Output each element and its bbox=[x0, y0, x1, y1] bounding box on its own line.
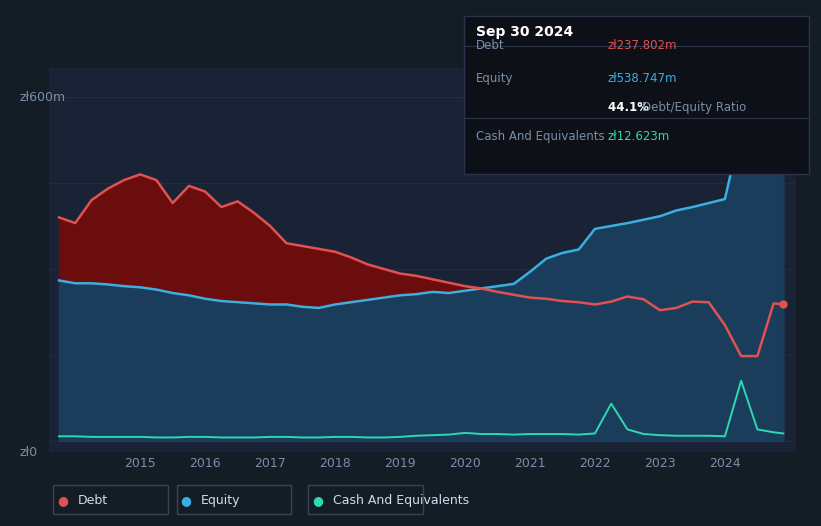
Text: zł0: zł0 bbox=[20, 446, 38, 459]
Text: zł600m: zł600m bbox=[20, 90, 66, 104]
Text: Equity: Equity bbox=[476, 72, 514, 85]
Text: ●: ● bbox=[57, 494, 68, 507]
Text: Cash And Equivalents: Cash And Equivalents bbox=[333, 494, 469, 507]
Text: ●: ● bbox=[181, 494, 191, 507]
Text: zł538.747m: zł538.747m bbox=[608, 72, 677, 85]
Text: Cash And Equivalents: Cash And Equivalents bbox=[476, 130, 605, 143]
Text: ●: ● bbox=[312, 494, 323, 507]
Text: Debt: Debt bbox=[476, 39, 505, 52]
Text: Debt: Debt bbox=[78, 494, 108, 507]
Text: zł12.623m: zł12.623m bbox=[608, 130, 670, 143]
Text: Sep 30 2024: Sep 30 2024 bbox=[476, 25, 573, 39]
Text: 44.1%: 44.1% bbox=[608, 101, 653, 114]
Text: Debt/Equity Ratio: Debt/Equity Ratio bbox=[642, 101, 746, 114]
Text: Equity: Equity bbox=[201, 494, 241, 507]
Text: zł237.802m: zł237.802m bbox=[608, 39, 677, 52]
